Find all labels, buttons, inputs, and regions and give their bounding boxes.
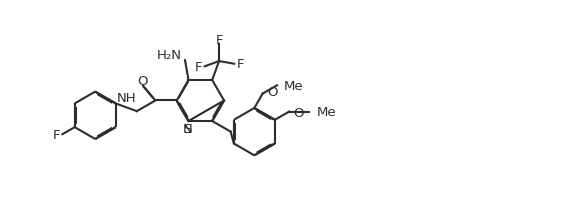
Text: Me: Me [284,79,304,92]
Text: H₂N: H₂N [157,49,182,62]
Text: F: F [53,128,60,141]
Text: NH: NH [116,91,136,104]
Text: F: F [215,34,223,47]
Text: F: F [237,58,244,71]
Text: N: N [183,122,193,135]
Text: O: O [268,86,278,98]
Text: S: S [183,122,192,135]
Text: F: F [194,61,202,73]
Text: Me: Me [316,105,336,118]
Text: O: O [137,75,148,88]
Text: O: O [294,106,304,119]
